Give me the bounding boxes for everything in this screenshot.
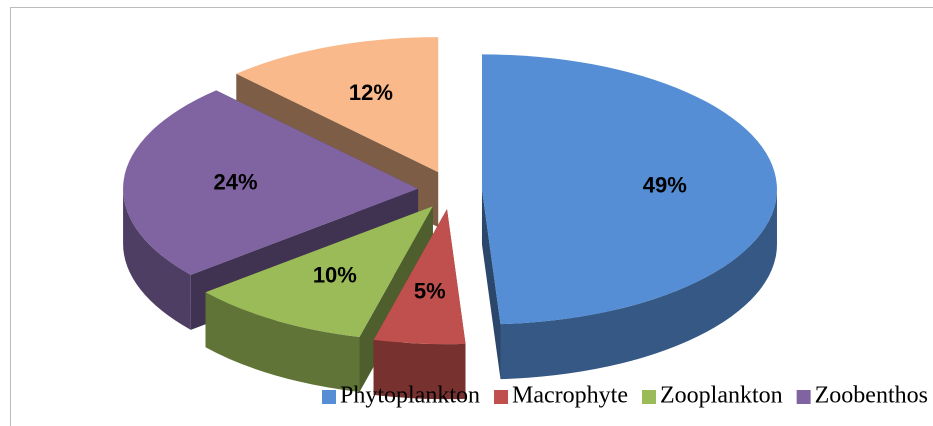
legend-swatch	[494, 390, 509, 404]
legend-swatch	[322, 390, 336, 404]
data-label: 10%	[313, 263, 357, 288]
legend-label: Phytoplankton	[340, 383, 480, 409]
slice	[236, 37, 439, 173]
slice-wall	[481, 189, 501, 380]
legend-label: Macrophyte	[512, 383, 628, 409]
legend-swatch	[641, 390, 656, 404]
data-label: 12%	[349, 80, 393, 105]
data-label: 5%	[414, 278, 446, 303]
slice-side	[123, 188, 191, 330]
slice	[205, 206, 433, 337]
slice-side	[205, 292, 360, 392]
legend-label: Zoobenthos	[815, 383, 928, 409]
legend-label: Zooplankton	[660, 383, 783, 409]
slice	[123, 90, 419, 275]
data-label: 49%	[643, 173, 687, 198]
data-label: 24%	[214, 169, 258, 194]
slice	[373, 209, 466, 345]
legend-swatch	[796, 390, 811, 404]
slice-side	[500, 189, 777, 380]
slice-side	[373, 339, 466, 400]
slice	[481, 54, 777, 325]
